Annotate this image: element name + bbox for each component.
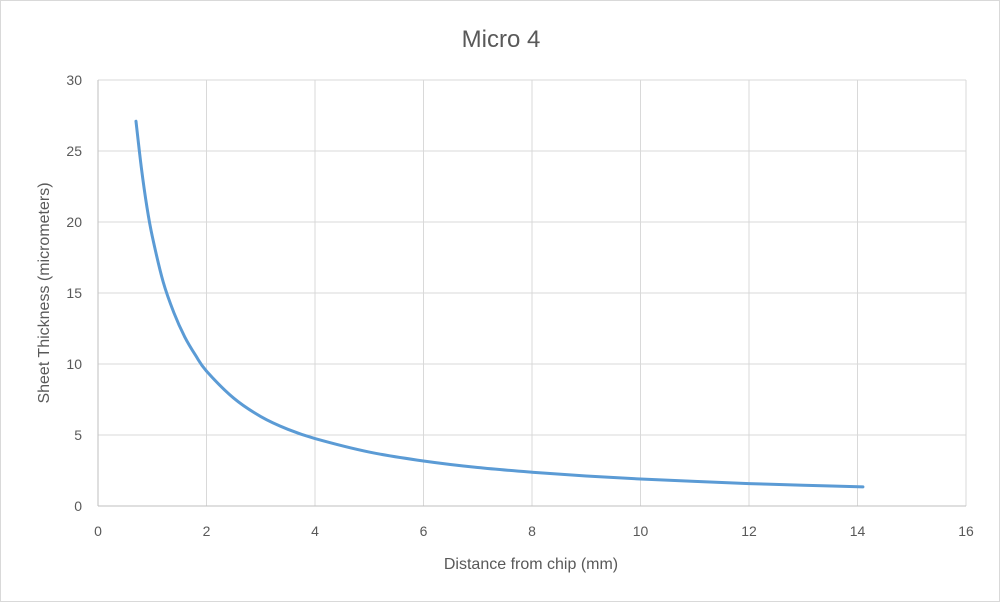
y-tick-label: 25 (66, 143, 82, 159)
x-tick-label: 2 (203, 523, 211, 539)
x-tick-labels: 0 2 4 6 8 10 12 14 16 (94, 523, 974, 539)
data-point (151, 235, 154, 238)
data-point (194, 354, 197, 357)
series-line (134, 119, 865, 489)
data-point (639, 478, 642, 481)
data-point (286, 428, 289, 431)
data-point (145, 205, 148, 208)
data-point (183, 336, 186, 339)
y-tick-labels: 0 5 10 15 20 25 30 (66, 72, 82, 514)
data-point (368, 451, 371, 454)
data-point (134, 120, 137, 123)
y-tick-label: 20 (66, 214, 82, 230)
data-point (140, 167, 143, 170)
x-tick-label: 8 (528, 523, 536, 539)
x-tick-label: 10 (633, 523, 649, 539)
data-point (585, 475, 588, 478)
data-point (232, 397, 235, 400)
data-point (693, 480, 696, 483)
x-axis-label: Distance from chip (mm) (444, 556, 618, 573)
data-point (748, 482, 751, 485)
x-tick-label: 0 (94, 523, 102, 539)
series-group (134, 119, 865, 489)
y-tick-label: 15 (66, 285, 82, 301)
data-point (162, 280, 165, 283)
data-point (861, 485, 864, 488)
y-axis-label: Sheet Thickness (micrometers) (36, 182, 53, 403)
x-tick-label: 16 (958, 523, 974, 539)
data-point (476, 466, 479, 469)
x-tick-label: 4 (311, 523, 319, 539)
axes (97, 80, 966, 507)
data-point (172, 311, 175, 314)
data-point (422, 459, 425, 462)
chart-title: Micro 4 (462, 26, 541, 53)
y-tick-label: 30 (66, 72, 82, 88)
x-tick-label: 6 (420, 523, 428, 539)
y-tick-label: 5 (74, 427, 82, 443)
data-point (802, 484, 805, 487)
x-tick-label: 14 (850, 523, 866, 539)
data-point (205, 370, 208, 373)
gridlines (98, 79, 967, 506)
x-tick-label: 12 (741, 523, 757, 539)
data-point (314, 437, 317, 440)
y-tick-label: 0 (74, 498, 82, 514)
y-tick-label: 10 (66, 356, 82, 372)
data-point (259, 415, 262, 418)
data-point (531, 471, 534, 474)
